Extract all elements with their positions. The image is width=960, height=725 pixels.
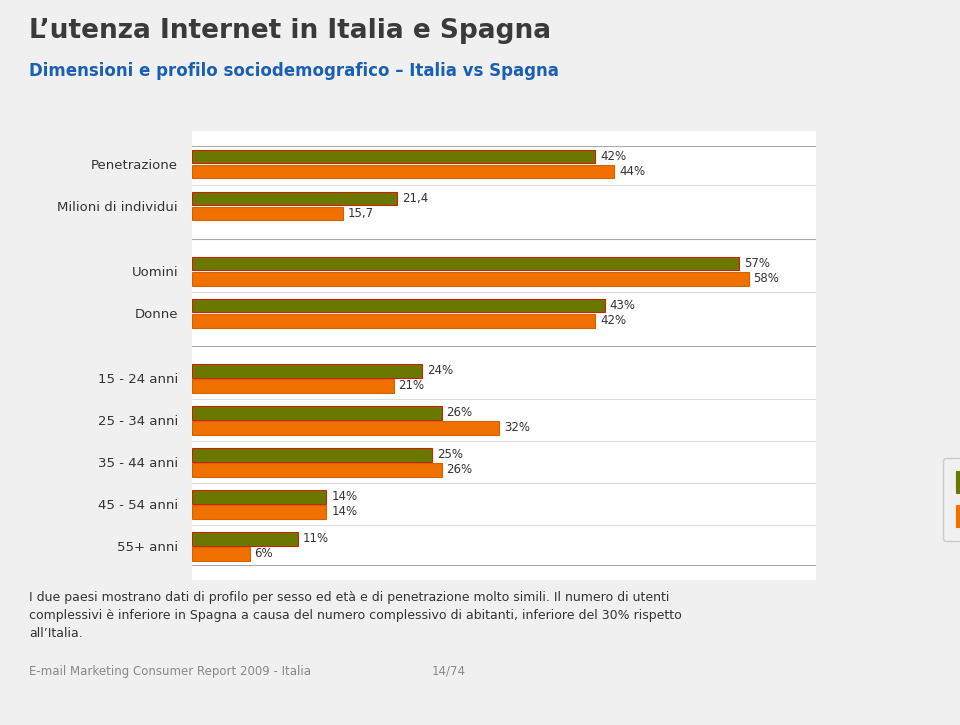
Text: 44%: 44% bbox=[619, 165, 645, 178]
Bar bbox=[192, 299, 605, 312]
Text: Dimensioni e profilo sociodemografico – Italia vs Spagna: Dimensioni e profilo sociodemografico – … bbox=[29, 62, 559, 80]
Text: 21,4: 21,4 bbox=[402, 192, 428, 205]
Bar bbox=[192, 165, 614, 178]
Text: 32%: 32% bbox=[504, 421, 530, 434]
Bar bbox=[192, 505, 326, 518]
Text: 25%: 25% bbox=[437, 448, 463, 461]
Text: 26%: 26% bbox=[446, 463, 472, 476]
Bar bbox=[192, 448, 432, 462]
Text: 24%: 24% bbox=[427, 364, 453, 377]
Text: 14%: 14% bbox=[331, 490, 357, 503]
Bar bbox=[192, 257, 739, 270]
Bar bbox=[192, 379, 394, 393]
Legend: Italia, Spagna: Italia, Spagna bbox=[943, 457, 960, 541]
Text: 57%: 57% bbox=[744, 257, 770, 270]
Bar bbox=[192, 421, 499, 435]
Bar bbox=[192, 272, 749, 286]
Text: 11%: 11% bbox=[302, 532, 328, 545]
Bar bbox=[192, 547, 250, 560]
Text: 42%: 42% bbox=[600, 315, 626, 327]
Text: I due paesi mostrano dati di profilo per sesso ed età e di penetrazione molto si: I due paesi mostrano dati di profilo per… bbox=[29, 591, 682, 640]
Bar bbox=[192, 207, 343, 220]
Bar bbox=[192, 192, 397, 205]
Bar bbox=[192, 406, 442, 420]
Text: 14/74: 14/74 bbox=[432, 665, 466, 678]
Text: L’utenza Internet in Italia e Spagna: L’utenza Internet in Italia e Spagna bbox=[29, 18, 551, 44]
Bar bbox=[192, 364, 422, 378]
Text: E-mail Marketing Consumer Report 2009 - Italia: E-mail Marketing Consumer Report 2009 - … bbox=[29, 665, 311, 678]
Text: 26%: 26% bbox=[446, 406, 472, 419]
Text: 21%: 21% bbox=[398, 379, 424, 392]
Bar bbox=[192, 532, 298, 545]
Text: 42%: 42% bbox=[600, 150, 626, 163]
Text: 43%: 43% bbox=[610, 299, 636, 312]
Text: 58%: 58% bbox=[754, 273, 780, 286]
Bar bbox=[192, 314, 595, 328]
Bar bbox=[192, 490, 326, 504]
Bar bbox=[192, 150, 595, 163]
Text: 14%: 14% bbox=[331, 505, 357, 518]
Bar bbox=[192, 463, 442, 476]
Text: 6%: 6% bbox=[254, 547, 273, 560]
Text: 15,7: 15,7 bbox=[348, 207, 373, 220]
